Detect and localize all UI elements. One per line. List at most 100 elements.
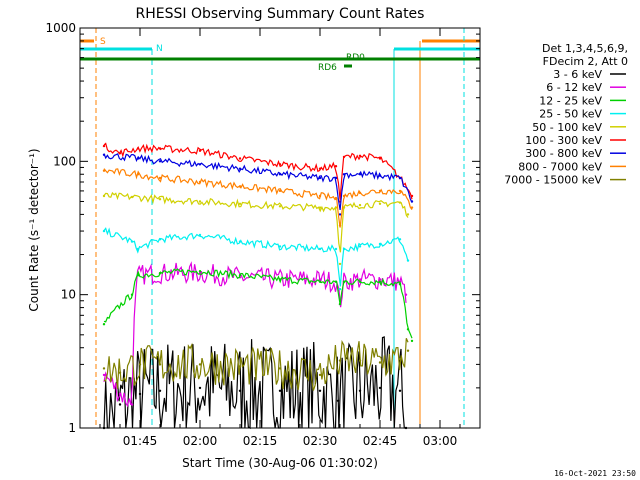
series-line bbox=[103, 227, 409, 287]
series-point bbox=[238, 167, 242, 170]
y-tick-label: 100 bbox=[53, 154, 76, 168]
legend-entry-label: 6 - 12 keV bbox=[546, 81, 602, 94]
series-point bbox=[406, 328, 410, 331]
series-line bbox=[103, 268, 413, 339]
series-point bbox=[136, 157, 140, 160]
series-line bbox=[103, 153, 413, 210]
series-point bbox=[358, 154, 362, 157]
series-point bbox=[398, 357, 402, 361]
series-point bbox=[318, 278, 322, 281]
series-line bbox=[103, 261, 407, 408]
series-point bbox=[334, 280, 338, 283]
series-point bbox=[158, 389, 162, 392]
series-point bbox=[138, 392, 142, 396]
series-point bbox=[158, 272, 162, 275]
series-3 bbox=[102, 268, 414, 343]
series-point bbox=[278, 278, 282, 281]
series-point bbox=[398, 389, 402, 392]
x-tick-label: 01:45 bbox=[123, 434, 158, 448]
series-point bbox=[238, 157, 242, 160]
series-point bbox=[406, 213, 410, 216]
series-point bbox=[338, 302, 342, 306]
series-point bbox=[398, 282, 402, 286]
series-point bbox=[198, 180, 202, 184]
x-axis-label: Start Time (30-Aug-06 01:30:02) bbox=[182, 456, 378, 470]
series-point bbox=[358, 359, 362, 362]
x-tick-label: 02:00 bbox=[183, 434, 218, 448]
series-point bbox=[102, 194, 106, 198]
series-7 bbox=[102, 153, 414, 216]
series-point bbox=[158, 363, 162, 366]
series-point bbox=[318, 206, 322, 209]
series-point bbox=[334, 176, 338, 180]
series-point bbox=[198, 149, 202, 152]
series-point bbox=[398, 176, 402, 180]
series-point bbox=[130, 293, 134, 296]
series-point bbox=[342, 155, 346, 159]
series-point bbox=[278, 389, 282, 392]
series-point bbox=[198, 163, 202, 166]
series-point bbox=[278, 189, 282, 193]
series-point bbox=[378, 361, 382, 364]
series-point bbox=[338, 287, 342, 291]
series-point bbox=[198, 363, 202, 366]
series-point bbox=[158, 176, 162, 180]
series-point bbox=[378, 278, 382, 281]
series-point bbox=[342, 247, 346, 251]
series-point bbox=[358, 203, 362, 207]
series-point bbox=[404, 293, 408, 296]
series-point bbox=[198, 200, 202, 203]
legend-entry-label: 300 - 800 keV bbox=[525, 147, 602, 160]
series-point bbox=[138, 363, 142, 366]
series-point bbox=[406, 349, 410, 352]
series-point bbox=[410, 200, 414, 203]
flag-label-rd0: RD0 bbox=[346, 53, 365, 63]
series-point bbox=[378, 174, 382, 177]
series-point bbox=[118, 392, 122, 396]
series-point bbox=[278, 367, 282, 370]
series-point bbox=[136, 274, 140, 277]
series-point bbox=[130, 240, 134, 243]
series-layer bbox=[102, 142, 414, 430]
series-point bbox=[158, 198, 162, 201]
series-point bbox=[358, 245, 362, 248]
series-point bbox=[238, 202, 242, 205]
series-point bbox=[338, 224, 342, 227]
series-point bbox=[158, 238, 162, 241]
series-point bbox=[238, 274, 242, 277]
series-line bbox=[103, 191, 409, 253]
series-point bbox=[102, 367, 106, 370]
series-point bbox=[158, 160, 162, 163]
series-point bbox=[118, 403, 122, 406]
series-point bbox=[278, 205, 282, 208]
legend-entry-label: 7000 - 15000 keV bbox=[504, 174, 602, 187]
series-point bbox=[318, 389, 322, 392]
series-point bbox=[198, 270, 202, 273]
x-tick-label: 02:30 bbox=[303, 434, 338, 448]
legend-header-line: FDecim 2, Att 0 bbox=[543, 55, 628, 68]
legend-entry-label: 800 - 7000 keV bbox=[518, 160, 602, 173]
series-point bbox=[318, 373, 322, 377]
series-line bbox=[103, 338, 409, 391]
series-point bbox=[136, 147, 140, 150]
series-point bbox=[130, 195, 134, 199]
series-point bbox=[102, 153, 106, 156]
series-point bbox=[158, 147, 162, 150]
series-point bbox=[102, 373, 106, 377]
series-point bbox=[378, 202, 382, 205]
series-point bbox=[338, 359, 342, 362]
annotation-layer: S N RD0 RD6 bbox=[80, 28, 480, 428]
series-point bbox=[278, 163, 282, 166]
series-point bbox=[118, 152, 122, 155]
legend-header-line: Det 1,3,4,5,6,9, bbox=[542, 42, 628, 55]
flag-label-rd6: RD6 bbox=[318, 63, 337, 73]
series-point bbox=[358, 173, 362, 176]
x-tick-label: 02:45 bbox=[363, 434, 398, 448]
x-tick-label: 03:00 bbox=[423, 434, 458, 448]
series-point bbox=[318, 247, 322, 251]
series-point bbox=[198, 386, 202, 390]
series-5 bbox=[102, 191, 410, 266]
series-point bbox=[378, 386, 382, 390]
series-line bbox=[103, 336, 406, 430]
